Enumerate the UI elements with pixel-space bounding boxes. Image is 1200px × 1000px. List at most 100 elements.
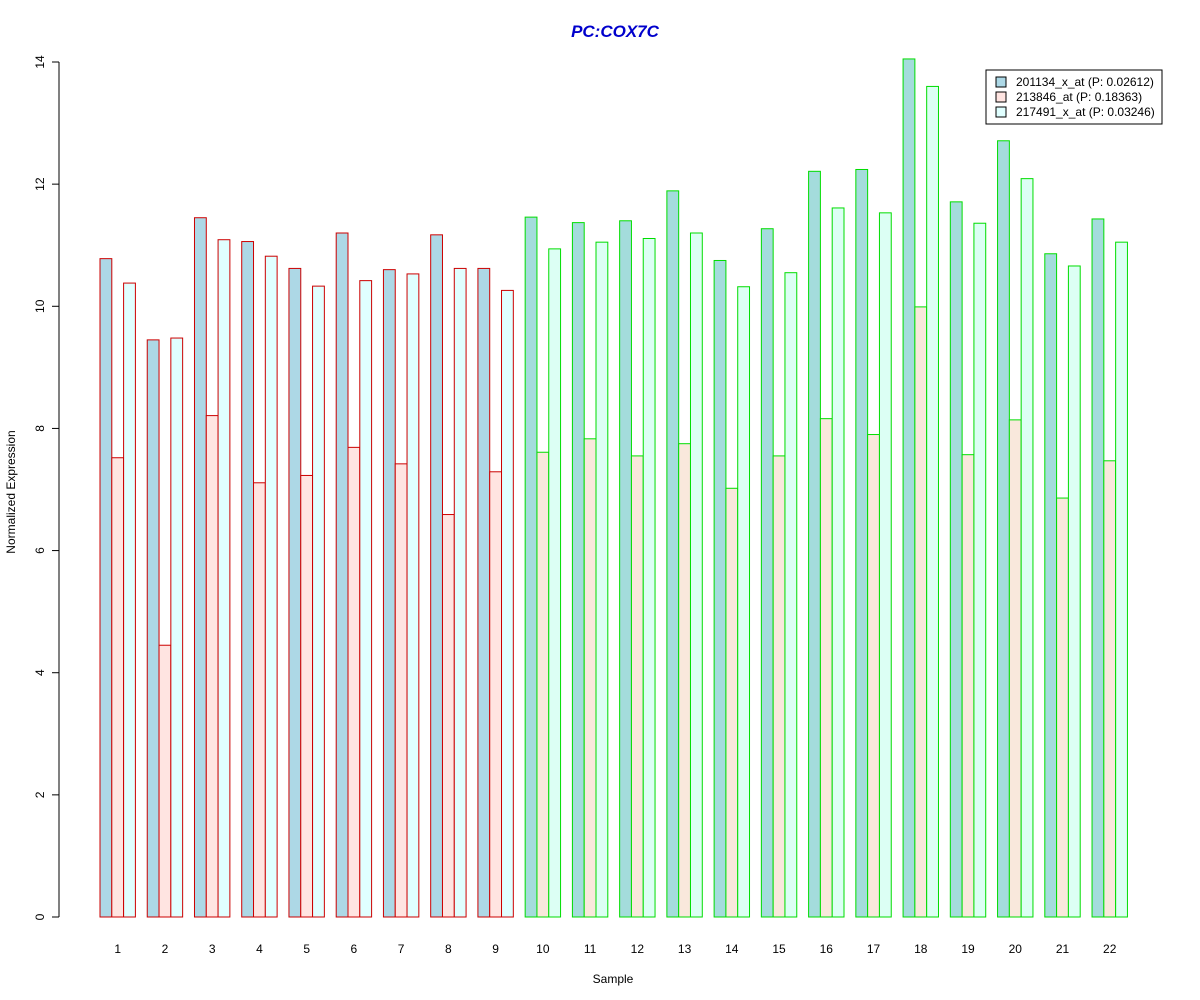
- bar: [914, 306, 928, 918]
- bar: [489, 471, 503, 918]
- bar: [619, 220, 632, 918]
- bar: [536, 451, 550, 918]
- y-tick-label: 14: [33, 55, 47, 69]
- bar: [725, 487, 739, 918]
- bar: [595, 241, 609, 918]
- bar: [217, 239, 231, 918]
- x-tick-label: 4: [256, 942, 263, 956]
- x-tick-label: 15: [772, 942, 786, 956]
- bar: [949, 201, 963, 918]
- x-tick-label: 20: [1009, 942, 1023, 956]
- y-tick-label: 0: [33, 913, 47, 920]
- y-tick-label: 12: [33, 177, 47, 191]
- legend-swatch: [995, 76, 1007, 88]
- x-tick-label: 16: [820, 942, 834, 956]
- x-tick-label: 5: [303, 942, 310, 956]
- bar: [288, 267, 302, 918]
- x-tick-label: 18: [914, 942, 928, 956]
- bar: [1115, 241, 1128, 918]
- bar: [300, 474, 314, 918]
- bar: [855, 168, 869, 918]
- bar: [878, 212, 892, 918]
- bar: [737, 286, 751, 918]
- x-tick-label: 2: [162, 942, 169, 956]
- bar: [666, 190, 680, 918]
- bar: [359, 280, 373, 918]
- bar: [973, 222, 987, 918]
- bar: [253, 482, 266, 918]
- x-tick-label: 1: [114, 942, 121, 956]
- bar: [583, 438, 597, 918]
- bar: [241, 241, 255, 918]
- bar: [146, 339, 160, 918]
- y-tick-label: 10: [33, 299, 47, 313]
- x-tick-labels: 1 2 3 4 5 6 7 8 9 10 11 12 13 14 15 16 17 18 19 20 21 22: [114, 942, 1116, 956]
- bar: [548, 248, 562, 918]
- x-tick-label: 10: [536, 942, 550, 956]
- bar: [713, 259, 727, 918]
- y-tick-label: 4: [33, 669, 47, 676]
- x-tick-label: 22: [1103, 942, 1117, 956]
- bars: [99, 58, 1128, 918]
- bar: [630, 455, 644, 918]
- bar: [1103, 460, 1117, 918]
- bar: [1020, 178, 1034, 918]
- bar: [453, 267, 467, 918]
- bar: [382, 269, 396, 918]
- bar: [394, 463, 408, 918]
- x-tick-label: 13: [678, 942, 692, 956]
- bar: [123, 282, 136, 918]
- bar: [205, 415, 219, 918]
- bar: [193, 217, 207, 918]
- bar: [264, 255, 278, 918]
- bar: [524, 216, 538, 918]
- x-tick-label: 21: [1056, 942, 1070, 956]
- legend: 201134_x_at (P: 0.02612)213846_at (P: 0.…: [985, 69, 1163, 125]
- bar: [571, 222, 585, 918]
- y-axis: 0 2 4 6 8 10 12 14: [33, 55, 60, 920]
- x-tick-label: 9: [492, 942, 499, 956]
- x-axis-label: Sample: [593, 972, 634, 986]
- y-tick-label: 8: [33, 425, 47, 432]
- bar: [961, 454, 975, 918]
- bar: [997, 140, 1010, 918]
- bar: [1091, 218, 1105, 918]
- bar: [347, 446, 361, 918]
- y-tick-label: 6: [33, 547, 47, 554]
- bar: [335, 232, 349, 918]
- chart-title: PC:COX7C: [571, 22, 660, 41]
- legend-swatch: [995, 91, 1007, 103]
- bar: [1044, 253, 1058, 918]
- bar: [1008, 419, 1022, 918]
- x-tick-label: 8: [445, 942, 452, 956]
- bar: [642, 237, 656, 918]
- x-tick-label: 6: [351, 942, 358, 956]
- bar: [111, 457, 125, 918]
- bar: [1067, 265, 1081, 918]
- bar: [441, 514, 455, 918]
- x-tick-label: 12: [631, 942, 645, 956]
- bar: [808, 170, 821, 918]
- bar: [406, 273, 420, 918]
- x-tick-label: 17: [867, 942, 881, 956]
- bar: [678, 443, 691, 918]
- y-tick-label: 2: [33, 791, 47, 798]
- bar: [902, 58, 916, 918]
- legend-entry: 201134_x_at (P: 0.02612): [1016, 75, 1154, 89]
- legend-swatch: [995, 106, 1007, 118]
- bar: [819, 418, 833, 918]
- x-tick-label: 7: [398, 942, 405, 956]
- bar: [926, 85, 939, 918]
- bar: [430, 234, 443, 918]
- bar: [867, 434, 880, 918]
- bar: [831, 207, 845, 918]
- bar: [760, 228, 774, 918]
- legend-entry: 217491_x_at (P: 0.03246): [1016, 105, 1155, 119]
- bar: [689, 232, 703, 918]
- y-axis-label: Normalized Expression: [4, 430, 18, 553]
- bar: [99, 258, 113, 918]
- legend-entry: 213846_at (P: 0.18363): [1016, 90, 1142, 104]
- bar: [158, 644, 172, 918]
- bar: [312, 285, 325, 918]
